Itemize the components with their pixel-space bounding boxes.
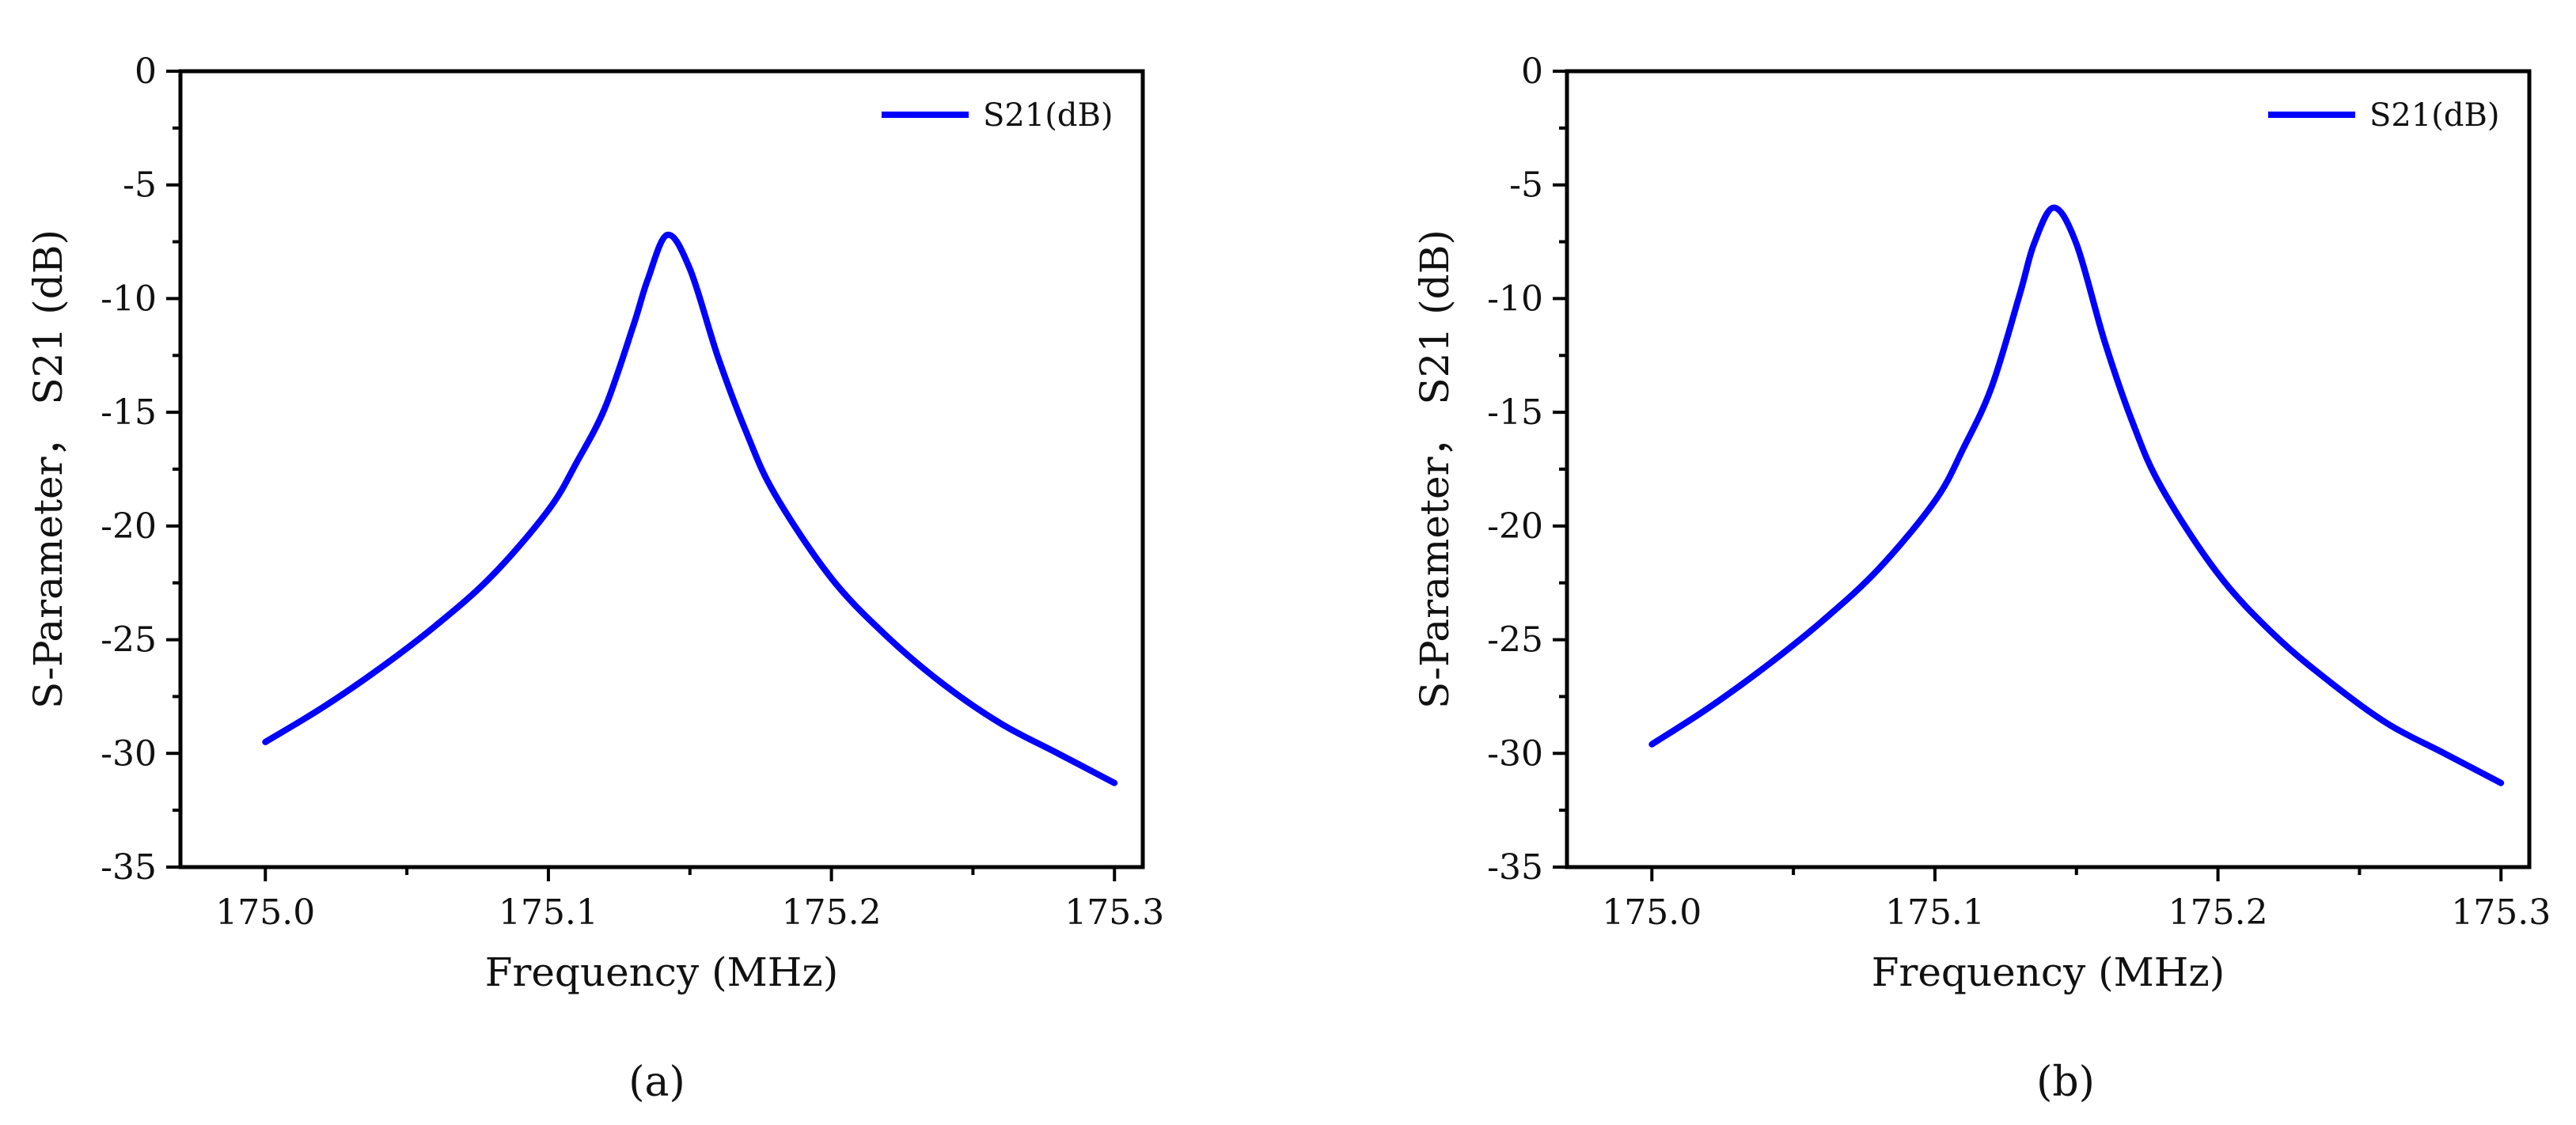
y-tick-label: 0 xyxy=(1521,51,1543,92)
series-line-s21 xyxy=(262,231,1118,786)
y-axis-title: S-Parameter， S21 (dB) xyxy=(1412,229,1458,709)
legend-label: S21(dB) xyxy=(2369,97,2500,134)
panel-label: (b) xyxy=(2036,1059,2095,1106)
y-tick-label: -10 xyxy=(101,278,157,319)
plot-frame xyxy=(178,69,1145,869)
y-tick-label: -30 xyxy=(101,733,157,774)
x-tick-label: 175.2 xyxy=(782,892,882,933)
y-tick-label: -30 xyxy=(1487,733,1543,774)
y-tick-label: -10 xyxy=(1487,278,1543,319)
y-axis-title: S-Parameter， S21 (dB) xyxy=(25,229,71,709)
x-tick-label: 175.1 xyxy=(1885,892,1985,933)
y-tick-label: -35 xyxy=(1487,847,1543,888)
y-tick-label: -5 xyxy=(123,165,157,206)
x-axis-title: Frequency (MHz) xyxy=(485,949,838,995)
y-tick-label: -15 xyxy=(101,392,157,433)
y-tick-label: -20 xyxy=(101,506,157,547)
x-tick-label: 175.2 xyxy=(2168,892,2268,933)
y-tick-label: 0 xyxy=(135,51,157,92)
x-tick-label: 175.0 xyxy=(1602,892,1702,933)
chart-panel-a: 0 -5 -10 -15 -20 -25 -30 -35 175.0 175.1 175.2 175.… xyxy=(25,51,1164,1106)
x-tick-label: 175.3 xyxy=(2451,892,2551,933)
panel-label: (a) xyxy=(628,1059,685,1106)
y-tick-label: -20 xyxy=(1487,506,1543,547)
chart-panel-b: 0 -5 -10 -15 -20 -25 -30 -35 175.0 175.1 175.2 175.… xyxy=(1412,51,2551,1106)
legend-label: S21(dB) xyxy=(983,97,1113,134)
y-tick-label: -25 xyxy=(1487,620,1543,661)
y-tick-label: -15 xyxy=(1487,392,1543,433)
y-tick-label: -35 xyxy=(101,847,157,888)
x-axis-title: Frequency (MHz) xyxy=(1872,949,2225,995)
series-line-s21 xyxy=(1648,204,2505,786)
x-tick-label: 175.3 xyxy=(1064,892,1164,933)
x-tick-label: 175.1 xyxy=(499,892,598,933)
y-tick-label: -5 xyxy=(1509,165,1543,206)
plot-frame xyxy=(1565,69,2532,869)
y-tick-label: -25 xyxy=(101,620,157,661)
x-tick-label: 175.0 xyxy=(215,892,315,933)
